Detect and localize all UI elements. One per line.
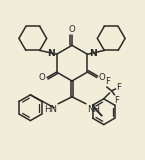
- Text: F: F: [117, 83, 122, 92]
- Text: O: O: [38, 73, 45, 82]
- Text: O: O: [99, 73, 106, 82]
- Text: F: F: [105, 77, 110, 86]
- Text: NH: NH: [87, 105, 100, 114]
- Text: N: N: [47, 49, 55, 58]
- Text: F: F: [115, 96, 120, 105]
- Text: O: O: [69, 25, 75, 34]
- Text: N: N: [89, 49, 97, 58]
- Text: HN: HN: [44, 105, 57, 114]
